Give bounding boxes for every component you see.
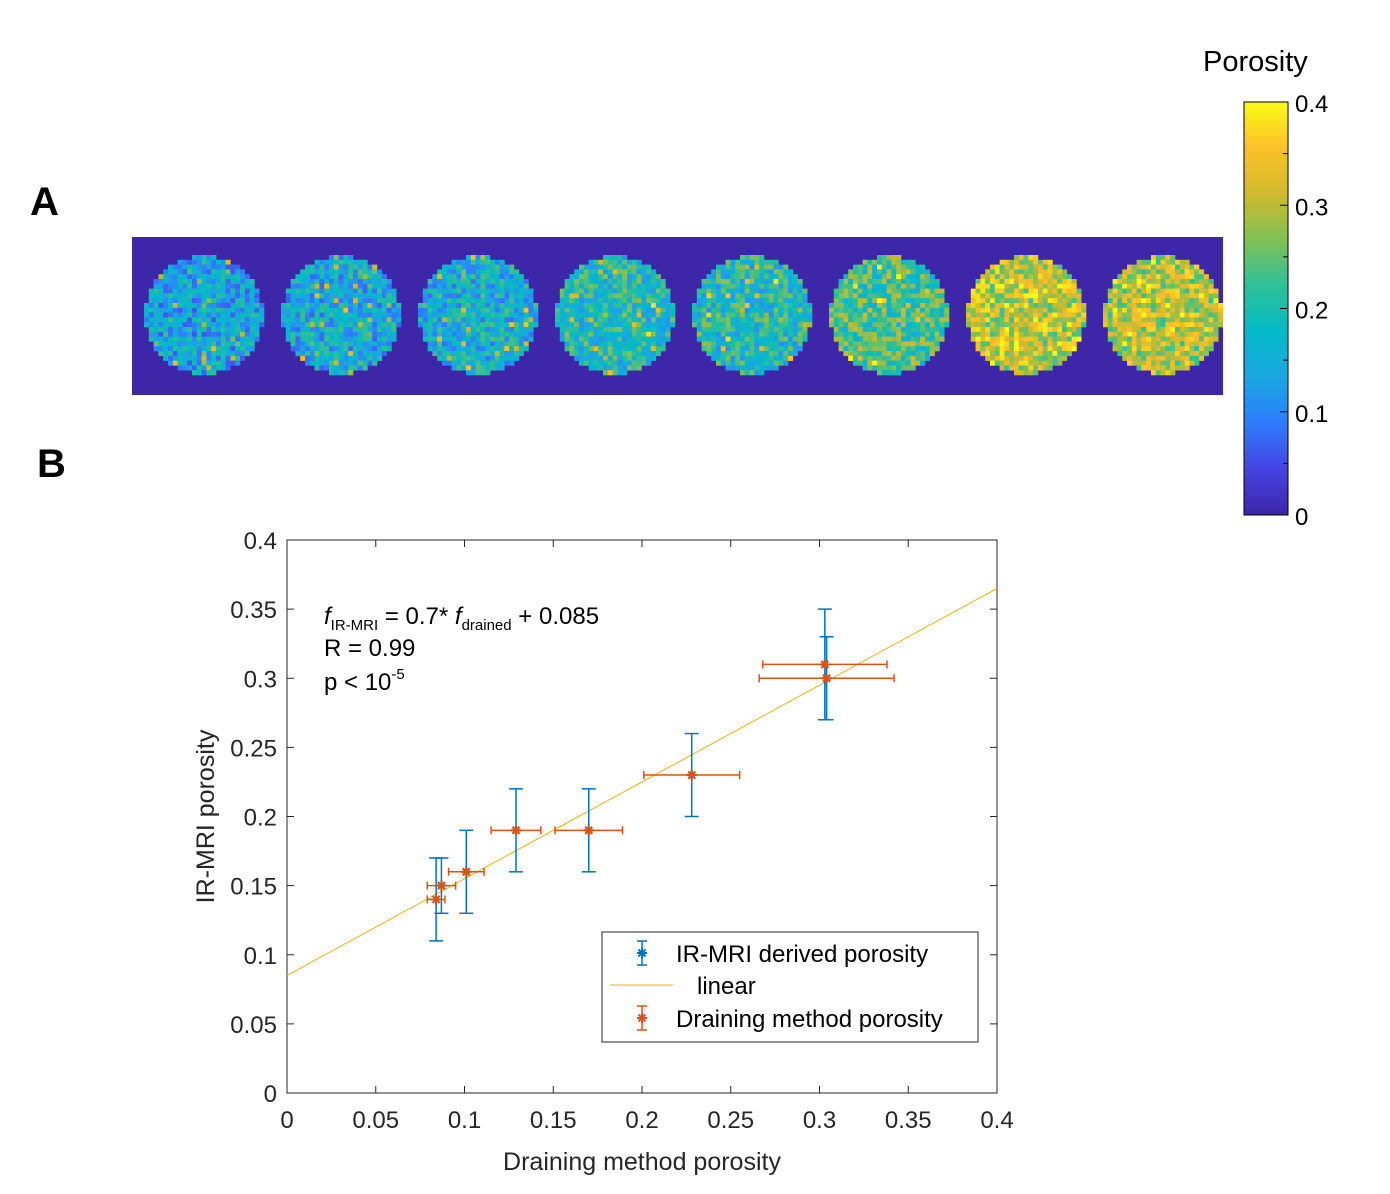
sample-map-3 — [418, 255, 539, 376]
panel-label-a: A — [30, 180, 59, 224]
draining-point — [583, 825, 594, 836]
colorbar-tick-label: 0.2 — [1295, 298, 1328, 325]
y-tick-label: 0.2 — [244, 805, 277, 832]
x-tick-label: 0.25 — [707, 1107, 754, 1134]
x-tick-label: 0.35 — [885, 1107, 932, 1134]
colorbar-tick-label: 0 — [1295, 504, 1308, 531]
colorbar-tick-label: 0.4 — [1295, 91, 1328, 118]
draining-point — [431, 894, 442, 905]
legend-irmri-marker — [637, 948, 647, 958]
y-tick-label: 0.15 — [230, 874, 277, 901]
panel-label-b: B — [37, 442, 66, 486]
sample-map-2 — [281, 255, 402, 376]
legend-label-linear: linear — [697, 973, 756, 1000]
x-tick-label: 0.3 — [803, 1107, 836, 1134]
draining-point — [461, 866, 472, 877]
colorbar-tick-label: 0.3 — [1295, 194, 1328, 221]
x-tick-label: 0.05 — [352, 1107, 399, 1134]
r-annotation: R = 0.99 — [324, 635, 415, 662]
x-tick-label: 0.1 — [448, 1107, 481, 1134]
y-tick-label: 0.35 — [230, 597, 277, 624]
y-tick-label: 0.3 — [244, 666, 277, 693]
y-tick-label: 0.25 — [230, 735, 277, 762]
colorbar: 0.4 0.3 0.2 0.1 0 — [1243, 91, 1328, 531]
fit-line — [287, 587, 997, 976]
draining-point — [821, 673, 832, 684]
sample-map-4 — [555, 255, 676, 376]
colorbar-title: Porosity — [1203, 46, 1308, 78]
draining-point — [436, 880, 447, 891]
y-tick-label: 0.1 — [244, 943, 277, 970]
legend: IR-MRI derived porosity linear Draining me… — [601, 931, 979, 1043]
legend-label-draining: Draining method porosity — [676, 1006, 943, 1033]
draining-point — [686, 770, 697, 781]
legend-box — [601, 931, 979, 1043]
x-tick-label: 0.15 — [530, 1107, 577, 1134]
porosity-map-strip — [132, 237, 1223, 395]
sample-map-8 — [1103, 255, 1223, 376]
equation-annotation: fIR-MRI = 0.7* fdrained + 0.085 — [324, 603, 599, 634]
colorbar-tick-label: 0.1 — [1295, 401, 1328, 428]
draining-point — [819, 659, 830, 670]
legend-draining-marker — [637, 1013, 647, 1023]
legend-label-irmri: IR-MRI derived porosity — [676, 941, 928, 968]
sample-map-7 — [966, 255, 1087, 376]
y-tick-label: 0 — [264, 1081, 277, 1108]
sample-map-6 — [829, 255, 950, 376]
sample-map-1 — [144, 255, 265, 376]
x-axis-label: Draining method porosity — [503, 1148, 781, 1176]
x-tick-label: 0.2 — [625, 1107, 658, 1134]
x-tick-label: 0 — [280, 1107, 293, 1134]
p-annotation: p < 10-5 — [324, 666, 405, 696]
sample-map-5 — [692, 255, 813, 376]
x-tick-label: 0.4 — [980, 1107, 1013, 1134]
y-axis-label: IR-MRI porosity — [192, 729, 220, 903]
draining-point — [510, 825, 521, 836]
y-tick-label: 0.05 — [230, 1012, 277, 1039]
y-tick-label: 0.4 — [244, 528, 277, 555]
